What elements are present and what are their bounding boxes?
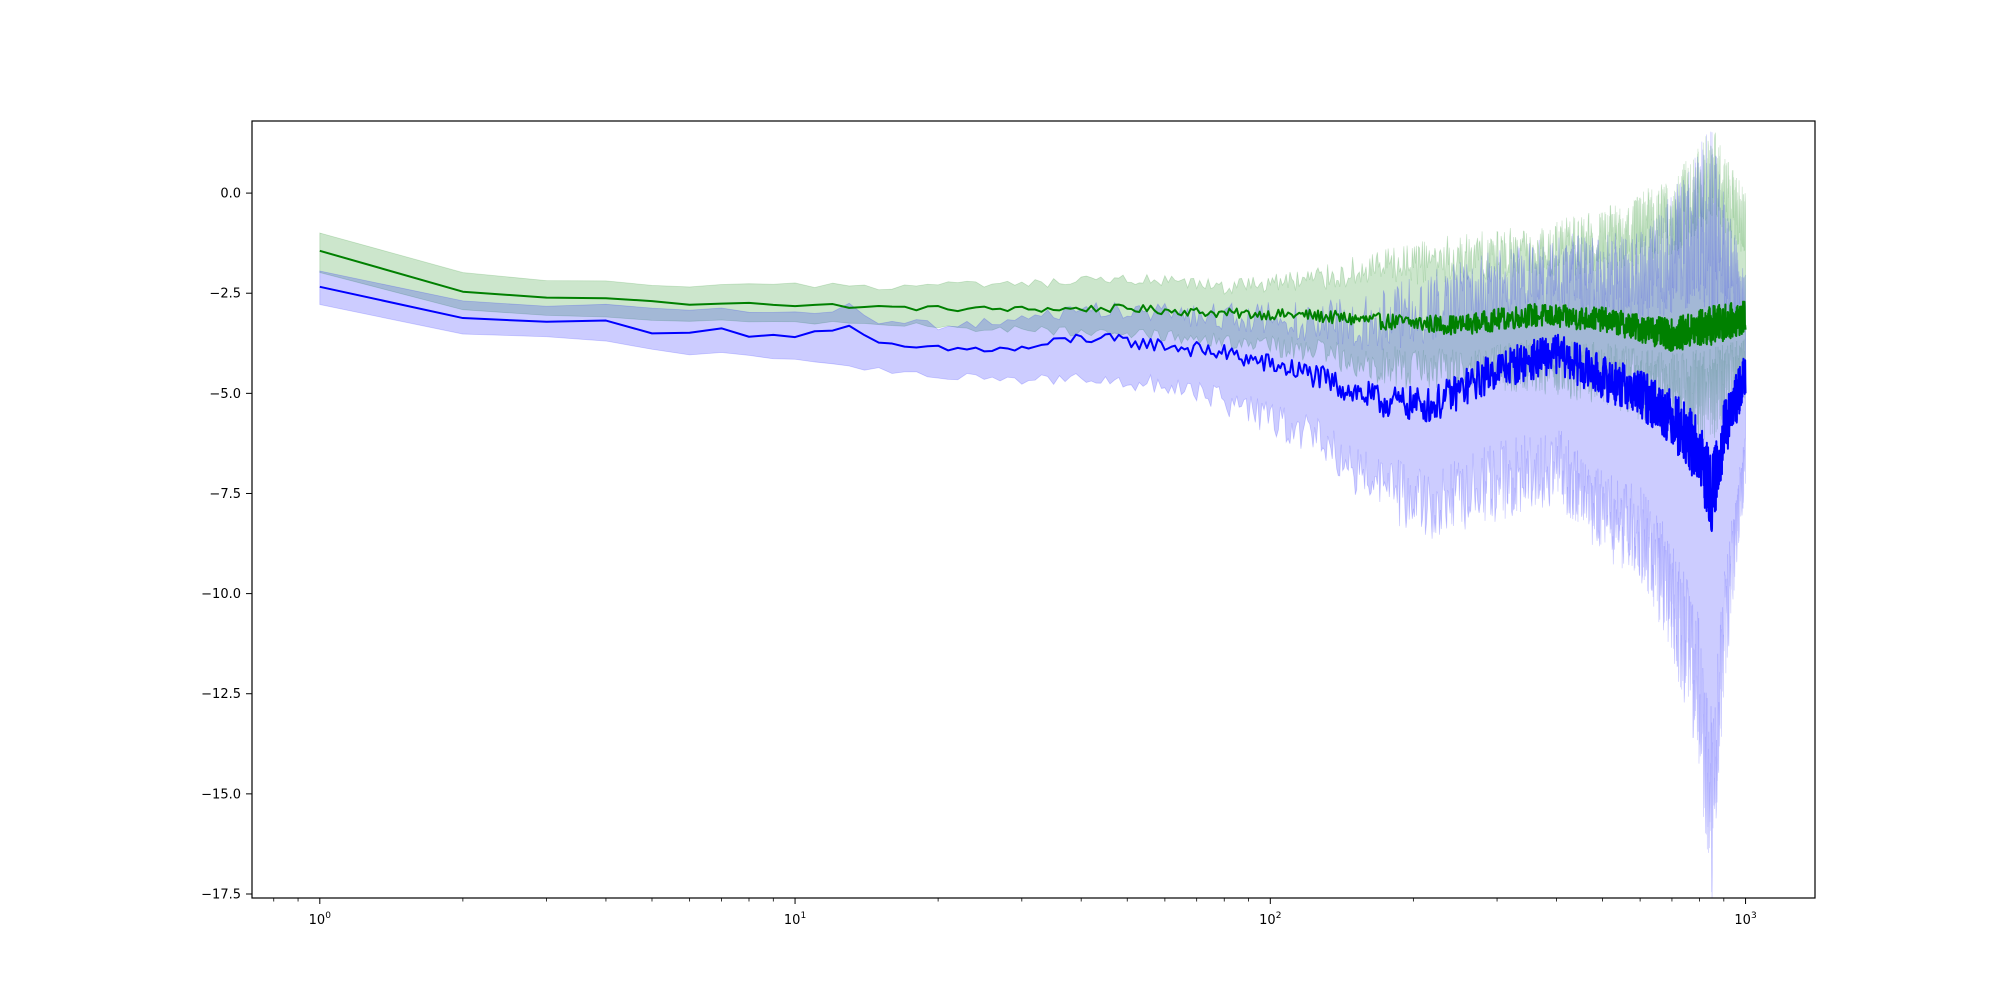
y-tick-label: −2.5	[209, 287, 241, 302]
plot-frame	[251, 120, 1816, 899]
y-tick-label: −17.5	[201, 887, 241, 902]
x-axis: 100 101 102 103	[273, 898, 1757, 928]
series-lines	[319, 249, 1747, 533]
x-tick-label: 103	[1734, 911, 1756, 928]
series-1-line	[319, 249, 1747, 352]
x-tick-label: 100	[309, 911, 332, 928]
y-tick-label: −15.0	[201, 787, 241, 802]
y-axis: 0.0 −2.5 −5.0 −7.5 −10.0 −12.5 −15.0 −17.5	[201, 187, 252, 902]
x-tick-label: 101	[784, 911, 806, 928]
y-tick-label: −12.5	[201, 687, 241, 702]
series-2-band	[319, 131, 1746, 898]
y-tick-label: 0.0	[220, 187, 241, 202]
series-2-line	[319, 285, 1747, 533]
x-tick-label: 102	[1259, 911, 1281, 928]
y-tick-label: −7.5	[209, 487, 241, 502]
y-tick-label: −5.0	[209, 387, 241, 402]
y-tick-label: −10.0	[201, 587, 241, 602]
